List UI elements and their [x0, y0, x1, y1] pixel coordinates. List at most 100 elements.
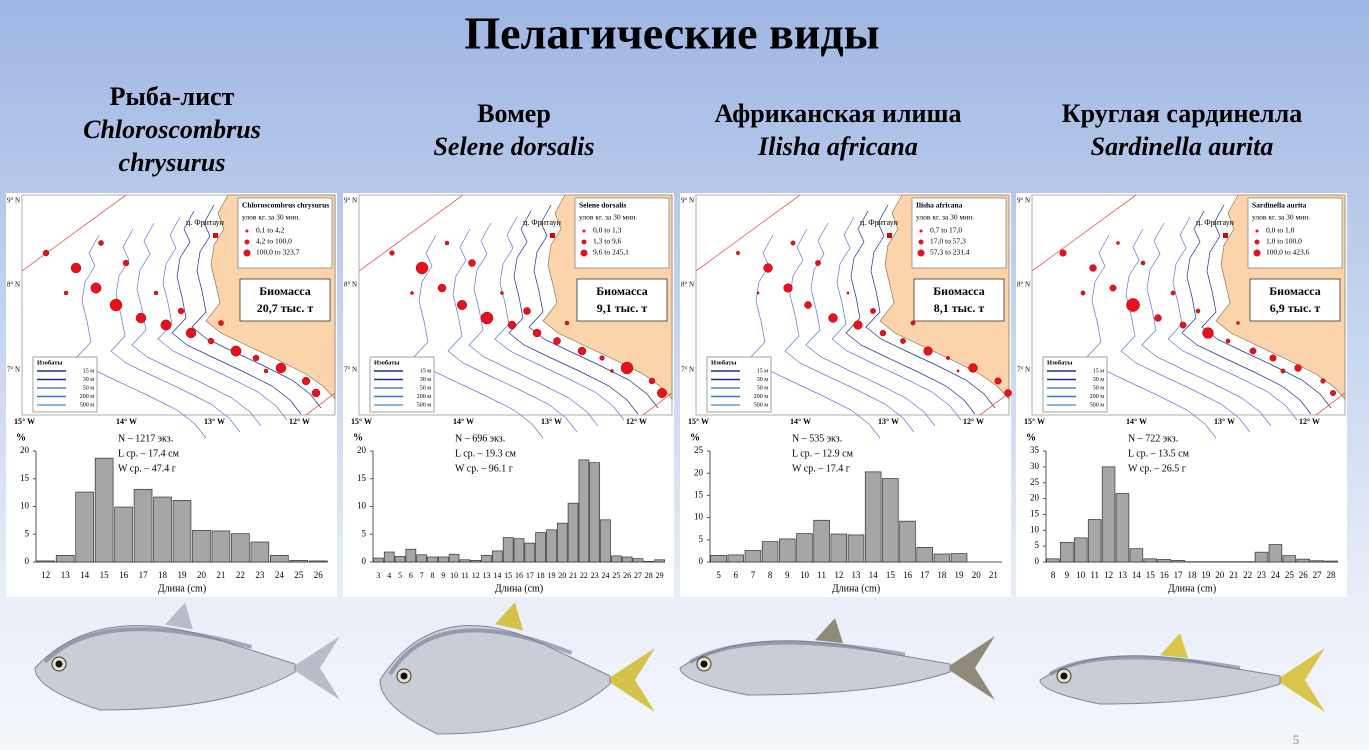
x-tick-label: 16: [1160, 570, 1170, 580]
stat-annotation: L ср. – 17.4 см: [118, 448, 180, 459]
catch-dot: [523, 307, 531, 315]
y-tick-label: 10: [20, 501, 30, 511]
catch-dot: [311, 388, 321, 398]
biomass-value: 9,1 тыс. т: [597, 301, 648, 315]
latitude-label: 7° N: [1017, 366, 1030, 374]
x-tick-label: 11: [1090, 570, 1099, 580]
isobath-level: 200 м: [754, 394, 769, 400]
stat-annotation: W ср. – 96.1 г: [455, 463, 513, 474]
isobath-level: 15 м: [757, 368, 769, 374]
biomass-value: 6,9 тыс. т: [1270, 301, 1321, 315]
bar: [1157, 559, 1171, 563]
isobath-line: [1141, 222, 1272, 427]
x-tick-label: 18: [937, 570, 947, 580]
y-tick-label: 5: [1035, 540, 1040, 550]
legend-title: Ilisha africana: [916, 201, 963, 210]
y-tick-label: 0: [699, 556, 704, 566]
bar: [1254, 551, 1269, 563]
x-tick-label: 19: [178, 570, 188, 580]
isobath-line: [171, 210, 302, 415]
y-tick-label: 0: [25, 556, 30, 566]
fish-back: [1048, 655, 1241, 676]
catch-dot: [946, 355, 951, 360]
x-tick-label: 10: [1076, 570, 1086, 580]
bar: [1046, 558, 1060, 563]
bar: [621, 556, 633, 563]
latitude-label: 9° N: [7, 197, 20, 205]
latin-name: Ilisha africana: [758, 132, 918, 161]
bar: [192, 530, 211, 563]
x-tick-label: 13: [1118, 570, 1128, 580]
longitude-label: 13° W: [541, 417, 562, 426]
boundary-line: [21, 194, 127, 272]
stat-annotation: W ср. – 26.5 г: [1128, 463, 1186, 474]
x-tick-label: 15: [886, 570, 896, 580]
x-tick-label: 17: [139, 570, 149, 580]
isobath-level: 50 м: [420, 385, 432, 391]
fish-illustration: [34, 602, 340, 711]
isobath-line: [131, 222, 262, 427]
species-heading: Вомер Selene dorsalis: [354, 97, 674, 163]
catch-dot: [230, 345, 242, 357]
catch-dot: [1320, 378, 1326, 384]
longitude-label: 15° W: [1024, 417, 1045, 426]
y-axis-label: %: [1026, 432, 1036, 443]
x-tick-label: 8: [1051, 570, 1056, 580]
catch-dot: [263, 368, 269, 374]
y-tick-label: 0: [362, 556, 367, 566]
catch-dot: [153, 290, 159, 296]
biomass-value: 8,1 тыс. т: [934, 301, 985, 315]
legend-dot: [243, 249, 251, 257]
fish-illustration: [1039, 633, 1325, 712]
x-tick-label: 11: [817, 570, 826, 580]
isobath-line: [468, 222, 599, 427]
isobath-line: [413, 234, 544, 439]
longitude-label: 13° W: [1214, 417, 1235, 426]
catch-dot: [1080, 290, 1086, 296]
legend-range: 100,0 to 423,6: [1266, 248, 1310, 257]
legend-dot: [244, 239, 250, 245]
isobath-line: [191, 204, 322, 409]
biomass-value: 20,7 тыс. т: [257, 301, 314, 315]
species-heading: Африканская илиша Ilisha africana: [678, 97, 998, 163]
bar: [502, 537, 514, 563]
stat-annotation: L ср. – 12.9 см: [792, 448, 854, 459]
isobath-level: 30 м: [420, 377, 432, 383]
isobath-level: 200 м: [80, 394, 95, 400]
bar: [847, 534, 865, 563]
x-tick-label: 28: [1327, 570, 1337, 580]
catch-dot: [468, 259, 476, 267]
isobath-level: 15 м: [83, 368, 95, 374]
bar: [796, 533, 813, 563]
x-tick-label: 22: [236, 570, 245, 580]
legend-range: 1,0 to 100,0: [1266, 237, 1302, 246]
longitude-label: 14° W: [1126, 417, 1147, 426]
bar: [761, 541, 779, 563]
catch-dot: [756, 291, 760, 295]
x-tick-label: 24: [275, 570, 285, 580]
y-tick-label: 15: [694, 489, 704, 499]
catch-dot: [994, 377, 1002, 385]
isobath-line: [494, 216, 625, 421]
catch-dot: [1154, 314, 1162, 322]
fish-dorsal-fin: [165, 602, 193, 630]
catch-dot: [763, 263, 773, 273]
legend-range: 57,3 to 231,4: [930, 248, 970, 257]
legend-range: 0,0 to 1,3: [593, 226, 622, 235]
catch-dot: [70, 262, 82, 274]
catch-dot: [828, 313, 838, 323]
catch-dot: [1269, 354, 1277, 362]
catch-dot: [1004, 389, 1012, 397]
isobath-level: 200 м: [1090, 394, 1105, 400]
isobath-level: 30 м: [83, 377, 95, 383]
y-tick-label: 20: [1030, 493, 1040, 503]
longitude-label: 14° W: [453, 417, 474, 426]
isobath-level: 50 м: [1093, 385, 1105, 391]
biomass-box: [913, 278, 1005, 322]
isobath-line: [865, 204, 996, 409]
city-marker: [550, 233, 555, 238]
isobath-legend: [32, 356, 98, 413]
legend-range: 0,0 to 1,0: [1266, 226, 1295, 235]
